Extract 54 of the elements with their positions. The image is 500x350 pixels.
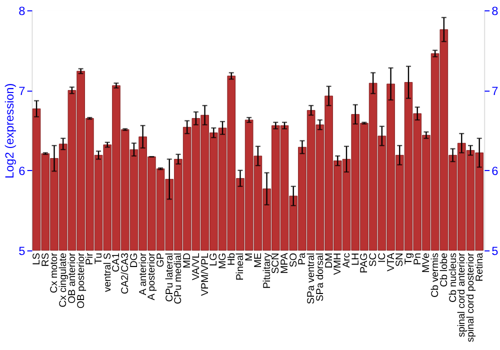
x-tick-label: MG	[217, 252, 228, 269]
y-tick-label: 5	[18, 244, 26, 258]
x-tick-label: OB anterior	[66, 252, 78, 304]
x-tick-label: Pineal	[235, 252, 246, 280]
x-tick-label: OB posterior	[76, 252, 87, 308]
x-tick-label: M	[244, 252, 256, 262]
x-tick-label: Tg	[403, 252, 414, 264]
y-axis-title: Log2 (expression)	[2, 83, 17, 178]
x-tick-label: SO	[288, 252, 300, 268]
x-tick-label: spinal cord anterior	[456, 252, 468, 338]
x-tick-label: VA/VL	[190, 252, 202, 280]
x-tick-label: CA2/CA3	[120, 252, 132, 294]
y2-tick-label: 6	[492, 164, 499, 178]
x-tick-label: Tu	[94, 252, 104, 264]
x-tick-label: IC	[376, 252, 388, 263]
x-tick-label: LG	[208, 252, 220, 266]
x-tick-label: VMH	[332, 252, 344, 275]
y2-tick-label: 7	[492, 84, 499, 98]
x-tick-label: ME	[252, 252, 264, 268]
x-tick-label: SC	[368, 252, 380, 267]
y2-tick-label: 8	[492, 4, 499, 18]
x-tick-label: CPu medial	[173, 252, 184, 304]
x-tick-label: SCN	[270, 252, 282, 274]
y-tick-label: 7	[18, 84, 26, 98]
x-tick-label: Arc	[341, 252, 352, 268]
x-tick-label: Pir	[84, 252, 96, 265]
x-tick-label: GP	[155, 252, 166, 268]
x-tick-label: spinal cord posterior	[465, 252, 476, 342]
y-tick-label: 8	[18, 4, 26, 18]
x-tick-label: LS	[32, 252, 43, 265]
x-tick-label: A posterior	[146, 252, 158, 300]
x-tick-label: Cb nucleus	[448, 252, 459, 302]
x-tick-label: LH	[350, 252, 362, 266]
x-tick-label: A anterior	[138, 252, 149, 296]
x-tick-label: DM	[324, 252, 335, 268]
y2-tick-label: 5	[492, 244, 499, 258]
x-tick-label: Pituitary	[262, 252, 273, 289]
x-tick-label: VTA	[386, 252, 397, 272]
x-tick-label: SN	[394, 252, 406, 267]
x-tick-label: Pn	[412, 252, 424, 265]
x-tick-label: Cx cingulate	[58, 252, 70, 308]
x-tick-label: SPa dorsal	[314, 252, 326, 302]
x-tick-label: MPA	[279, 252, 290, 274]
x-tick-label: Pa	[297, 252, 308, 265]
x-tick-label: MVe	[421, 252, 432, 273]
x-tick-label: Cb lobe	[438, 252, 450, 288]
x-tick-label: RS	[40, 252, 52, 267]
x-tick-label: DG	[128, 252, 140, 268]
x-tick-label: PAG	[359, 252, 370, 274]
x-tick-label: VPM/VPL	[200, 252, 211, 296]
x-tick-label: Retina	[474, 252, 486, 282]
x-tick-label: ventral S	[102, 252, 114, 292]
x-tick-label: Hb	[226, 252, 238, 266]
y-tick-label: 6	[18, 164, 26, 178]
